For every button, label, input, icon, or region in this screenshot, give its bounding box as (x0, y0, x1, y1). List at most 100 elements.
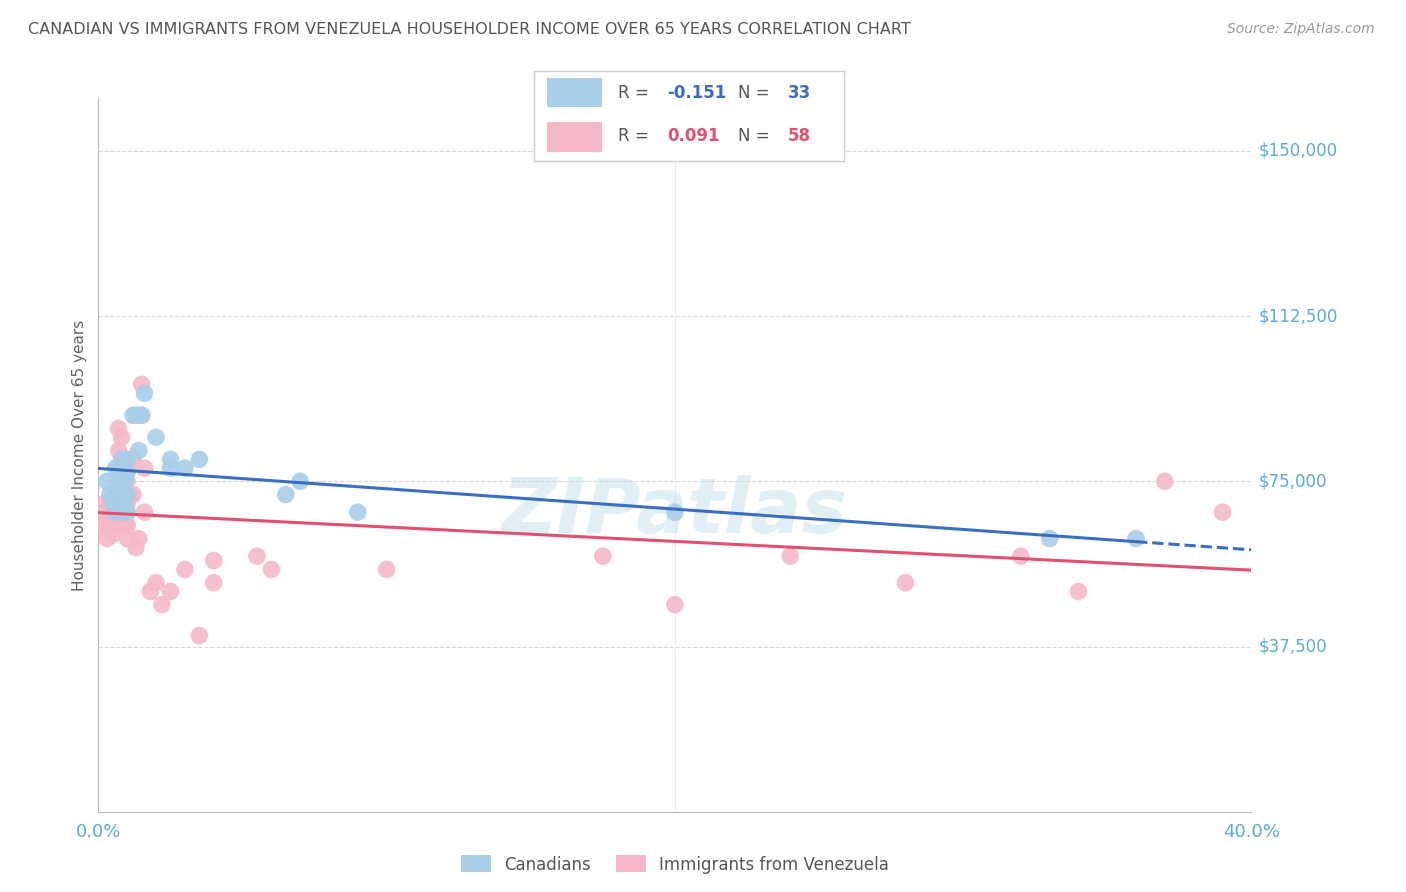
Text: N =: N = (738, 128, 775, 145)
Point (112, 496, 135, 510)
Text: 0.091: 0.091 (668, 128, 720, 145)
Point (1038, 532, 1062, 546)
Point (101, 505, 124, 519)
Point (779, 549, 801, 564)
Text: R =: R = (617, 128, 654, 145)
Point (98, 518, 121, 533)
Point (202, 554, 225, 568)
Text: $75,000: $75,000 (1258, 473, 1327, 491)
Point (188, 628, 211, 642)
Point (117, 466, 138, 480)
Point (260, 562, 283, 576)
Point (107, 443, 129, 458)
Point (188, 452, 211, 467)
Point (110, 505, 132, 519)
Text: $37,500: $37,500 (1258, 638, 1327, 656)
Point (107, 505, 129, 519)
Point (131, 377, 153, 392)
Point (117, 452, 138, 467)
Text: -0.151: -0.151 (668, 84, 727, 102)
Point (117, 505, 138, 519)
Point (1067, 584, 1090, 599)
Point (120, 487, 142, 501)
Text: R =: R = (617, 84, 654, 102)
Point (90, 518, 112, 533)
Point (112, 475, 135, 489)
Point (117, 505, 138, 519)
Point (150, 598, 173, 612)
Point (664, 598, 686, 612)
Point (125, 541, 148, 555)
Text: ZIPatlas: ZIPatlas (502, 475, 848, 549)
Point (128, 532, 150, 546)
Point (1212, 505, 1234, 519)
Text: $112,500: $112,500 (1258, 307, 1337, 326)
Bar (547, 122, 602, 152)
Point (134, 386, 156, 401)
Point (112, 452, 135, 467)
Text: CANADIAN VS IMMIGRANTS FROM VENEZUELA HOUSEHOLDER INCOME OVER 65 YEARS CORRELATI: CANADIAN VS IMMIGRANTS FROM VENEZUELA HO… (28, 22, 911, 37)
Point (174, 562, 197, 576)
Point (131, 409, 153, 423)
Point (117, 487, 138, 501)
Point (117, 518, 138, 533)
Point (93, 496, 115, 510)
Y-axis label: Householder Income Over 65 years: Householder Income Over 65 years (72, 319, 87, 591)
Point (375, 562, 398, 576)
Point (246, 549, 269, 564)
Point (96, 475, 118, 489)
Point (131, 409, 153, 423)
Point (107, 475, 129, 489)
Point (134, 505, 156, 519)
Point (104, 505, 127, 519)
Point (107, 487, 129, 501)
Point (202, 575, 225, 590)
Point (125, 409, 148, 423)
Point (159, 461, 181, 475)
Text: Source: ZipAtlas.com: Source: ZipAtlas.com (1227, 22, 1375, 37)
Bar (547, 78, 602, 107)
Point (174, 461, 197, 475)
Point (104, 487, 127, 501)
Point (664, 505, 686, 519)
Point (104, 518, 127, 533)
Point (101, 518, 124, 533)
Point (98, 487, 121, 501)
Point (128, 443, 150, 458)
Point (592, 549, 614, 564)
Point (112, 518, 135, 533)
Point (139, 584, 162, 599)
Point (1125, 532, 1147, 546)
Point (112, 496, 135, 510)
Point (107, 421, 129, 435)
Point (290, 475, 312, 489)
Point (107, 461, 129, 475)
Point (110, 475, 132, 489)
Point (110, 430, 132, 444)
Point (1010, 549, 1032, 564)
Point (98, 496, 121, 510)
Point (122, 452, 145, 467)
Point (274, 487, 297, 501)
Text: 58: 58 (787, 128, 811, 145)
Point (101, 496, 124, 510)
Text: $150,000: $150,000 (1258, 142, 1337, 160)
Legend: Canadians, Immigrants from Venezuela: Canadians, Immigrants from Venezuela (453, 847, 897, 882)
Point (117, 532, 138, 546)
Point (104, 487, 127, 501)
Point (117, 496, 138, 510)
Point (110, 461, 132, 475)
Point (122, 487, 145, 501)
Point (110, 487, 132, 501)
Point (117, 475, 138, 489)
Point (1153, 475, 1175, 489)
Point (117, 461, 138, 475)
Point (159, 584, 181, 599)
Point (104, 505, 127, 519)
Point (96, 532, 118, 546)
Point (122, 409, 145, 423)
Point (145, 575, 167, 590)
Point (159, 452, 181, 467)
Point (110, 452, 132, 467)
Point (894, 575, 917, 590)
